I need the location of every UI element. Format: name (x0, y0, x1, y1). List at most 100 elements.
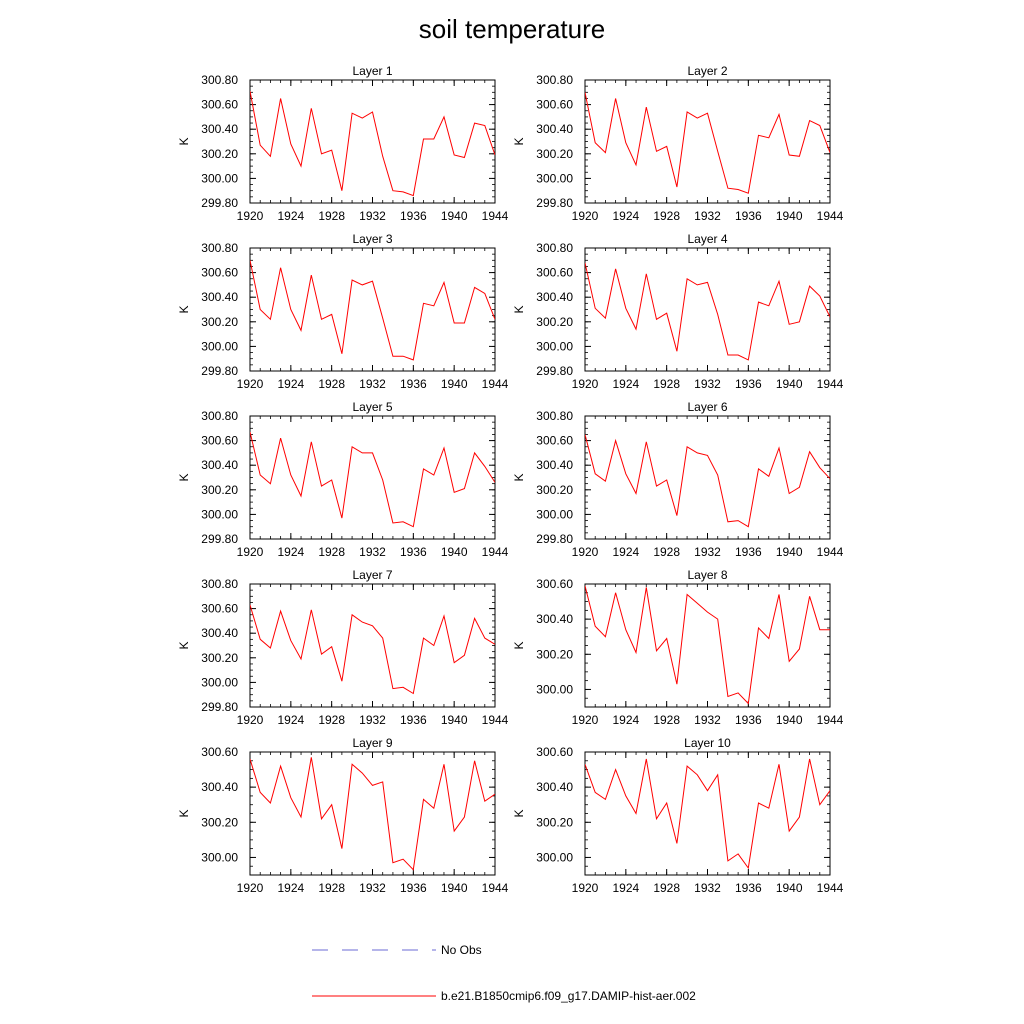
x-tick-label: 1928 (318, 545, 345, 559)
x-tick-label: 1932 (359, 209, 386, 223)
x-tick-label: 1928 (653, 545, 680, 559)
x-tick-label: 1940 (776, 881, 803, 895)
x-tick-label: 1932 (694, 881, 721, 895)
series-line (250, 431, 495, 528)
y-tick-label: 300.20 (536, 147, 573, 161)
x-tick-label: 1920 (237, 209, 264, 223)
y-tick-label: 300.40 (201, 626, 238, 640)
x-tick-label: 1920 (572, 713, 599, 727)
y-tick-label: 300.60 (201, 745, 238, 759)
x-tick-label: 1920 (237, 881, 264, 895)
plot-frame (249, 79, 496, 204)
y-tick-label: 300.40 (201, 122, 238, 136)
x-tick-label: 1940 (441, 209, 468, 223)
series-line (585, 434, 830, 528)
x-tick-label: 1936 (735, 881, 762, 895)
x-tick-label: 1924 (612, 209, 639, 223)
y-tick-label: 300.80 (536, 241, 573, 255)
x-tick-label: 1928 (653, 881, 680, 895)
panel-title: Layer 6 (687, 400, 727, 414)
x-tick-label: 1940 (776, 377, 803, 391)
y-tick-label: 300.60 (536, 266, 573, 280)
x-tick-label: 1940 (441, 881, 468, 895)
x-tick-label: 1920 (572, 545, 599, 559)
x-tick-label: 1924 (612, 881, 639, 895)
y-axis-label: K (177, 809, 191, 817)
y-tick-label: 300.20 (536, 483, 573, 497)
x-tick-label: 1940 (441, 545, 468, 559)
series-line (585, 585, 830, 705)
legend-label: b.e21.B1850cmip6.f09_g17.DAMIP-hist-aer.… (441, 989, 696, 1003)
series-line (250, 604, 495, 695)
x-tick-label: 1944 (482, 713, 509, 727)
panel-title: Layer 10 (684, 736, 731, 750)
y-tick-label: 300.60 (201, 602, 238, 616)
plot-frame (249, 751, 496, 876)
x-tick-label: 1944 (482, 377, 509, 391)
series-line (250, 757, 495, 871)
series-line (585, 92, 830, 194)
x-tick-label: 1920 (572, 881, 599, 895)
panel-title: Layer 4 (687, 232, 727, 246)
x-tick-label: 1920 (572, 377, 599, 391)
y-axis-label: K (512, 641, 526, 649)
y-tick-label: 300.00 (536, 682, 573, 696)
x-tick-label: 1928 (653, 377, 680, 391)
y-tick-label: 300.40 (536, 122, 573, 136)
legend-item: No Obs (312, 943, 482, 957)
x-tick-label: 1924 (612, 377, 639, 391)
legend-label: No Obs (441, 943, 482, 957)
y-axis-label: K (177, 641, 191, 649)
x-tick-label: 1940 (776, 713, 803, 727)
series-line (585, 758, 830, 870)
x-tick-label: 1932 (694, 377, 721, 391)
x-tick-label: 1936 (400, 545, 427, 559)
y-tick-label: 300.00 (201, 850, 238, 864)
chart-panel: Layer 8 K 1920 1924 1928 1932 1936 1940 1944 300.… (512, 568, 844, 727)
x-tick-label: 1936 (735, 713, 762, 727)
y-tick-label: 300.00 (201, 507, 238, 521)
x-tick-label: 1924 (277, 209, 304, 223)
x-tick-label: 1932 (359, 881, 386, 895)
x-tick-label: 1924 (277, 545, 304, 559)
y-tick-label: 299.80 (201, 364, 238, 378)
chart-panel: Layer 2 K 1920 1924 1928 1932 1936 1940 1944 299.… (512, 64, 844, 223)
y-tick-label: 300.20 (536, 815, 573, 829)
y-tick-label: 300.00 (536, 850, 573, 864)
legend: No Obs b.e21.B1850cmip6.f09_g17.DAMIP-his… (312, 943, 696, 1003)
y-axis-label: K (512, 305, 526, 313)
chart-panel: Layer 5 K 1920 1924 1928 1932 1936 1940 1944 299.… (177, 400, 509, 559)
panel-title: Layer 7 (352, 568, 392, 582)
y-tick-label: 300.40 (536, 458, 573, 472)
x-tick-label: 1932 (359, 713, 386, 727)
x-tick-label: 1936 (735, 377, 762, 391)
x-tick-label: 1940 (776, 545, 803, 559)
plot-frame (584, 751, 831, 876)
x-tick-label: 1932 (359, 545, 386, 559)
y-tick-label: 300.00 (536, 507, 573, 521)
y-tick-label: 300.40 (201, 458, 238, 472)
x-tick-label: 1932 (694, 209, 721, 223)
y-tick-label: 300.60 (536, 745, 573, 759)
x-tick-label: 1928 (653, 209, 680, 223)
y-tick-label: 300.80 (536, 409, 573, 423)
y-tick-label: 300.20 (201, 315, 238, 329)
y-tick-label: 300.00 (536, 339, 573, 353)
x-tick-label: 1928 (318, 881, 345, 895)
series-line (250, 91, 495, 197)
x-tick-label: 1944 (817, 881, 844, 895)
x-tick-label: 1944 (482, 881, 509, 895)
x-tick-label: 1944 (817, 713, 844, 727)
y-tick-label: 300.60 (536, 577, 573, 591)
chart-panel: Layer 7 K 1920 1924 1928 1932 1936 1940 1944 299.… (177, 568, 509, 727)
y-tick-label: 300.40 (536, 780, 573, 794)
x-tick-label: 1944 (817, 545, 844, 559)
y-tick-label: 300.40 (536, 290, 573, 304)
y-axis-label: K (512, 473, 526, 481)
y-tick-label: 299.80 (201, 700, 238, 714)
x-tick-label: 1928 (653, 713, 680, 727)
y-tick-label: 299.80 (536, 532, 573, 546)
x-tick-label: 1920 (237, 377, 264, 391)
x-tick-label: 1924 (277, 881, 304, 895)
